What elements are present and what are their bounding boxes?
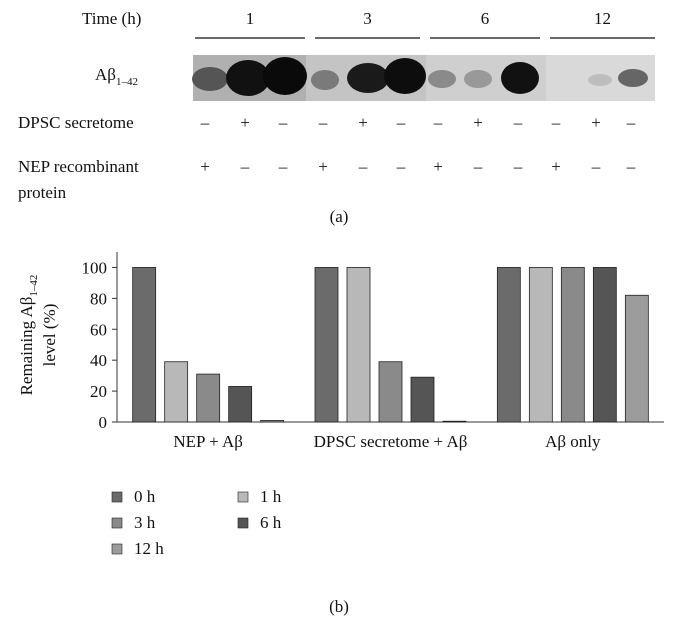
row-label: NEP recombinant xyxy=(18,157,139,176)
legend-label: 6 h xyxy=(260,513,282,532)
bar xyxy=(132,267,157,423)
sign: + xyxy=(240,113,250,132)
band-label: Aβ1–42 xyxy=(95,65,138,88)
bar xyxy=(346,267,371,423)
western-blot xyxy=(192,55,655,101)
bar xyxy=(442,420,467,423)
band-label-sub: 1–42 xyxy=(116,76,138,88)
time-label: Time (h) xyxy=(82,9,141,28)
sign: – xyxy=(278,157,288,176)
sign: – xyxy=(396,157,406,176)
bar xyxy=(592,267,617,423)
y-axis-label-sub: 1–42 xyxy=(28,275,40,297)
bar xyxy=(528,267,553,423)
y-tick-label: 100 xyxy=(82,258,108,277)
y-tick-label: 60 xyxy=(90,320,107,339)
legend-label: 12 h xyxy=(134,539,164,558)
sign: + xyxy=(200,157,210,176)
legend-swatch xyxy=(111,517,123,529)
bar xyxy=(164,361,189,423)
y-tick-label: 0 xyxy=(99,413,108,432)
time-value: 6 xyxy=(481,9,490,28)
sign: – xyxy=(626,157,636,176)
sign: – xyxy=(318,113,328,132)
time-value: 12 xyxy=(594,9,611,28)
legend-swatch xyxy=(237,517,249,529)
bar xyxy=(260,420,285,423)
sign: + xyxy=(433,157,443,176)
bar xyxy=(196,373,221,423)
caption: (a) xyxy=(330,207,349,226)
sign: – xyxy=(358,157,368,176)
sign: + xyxy=(358,113,368,132)
y-tick-label: 40 xyxy=(90,351,107,370)
y-axis-label: level (%) xyxy=(40,304,59,367)
legend-label: 1 h xyxy=(260,487,282,506)
legend-swatch xyxy=(111,491,123,503)
y-tick-label: 20 xyxy=(90,382,107,401)
sign: + xyxy=(551,157,561,176)
caption: (b) xyxy=(329,597,349,616)
sign: – xyxy=(513,113,523,132)
y-axis-label-text: Remaining Aβ xyxy=(17,297,36,396)
sign: + xyxy=(591,113,601,132)
sign: – xyxy=(200,113,210,132)
bar xyxy=(410,376,435,423)
row-label: protein xyxy=(18,183,67,202)
legend-label: 0 h xyxy=(134,487,156,506)
sign: – xyxy=(473,157,483,176)
y-tick-label: 80 xyxy=(90,289,107,308)
legend-swatch xyxy=(237,491,249,503)
bar xyxy=(624,294,649,423)
y-axis-label: Remaining Aβ1–42 xyxy=(17,275,40,396)
sign: + xyxy=(318,157,328,176)
bar xyxy=(314,267,339,423)
bar xyxy=(560,267,585,423)
sign: – xyxy=(551,113,561,132)
sign: – xyxy=(591,157,601,176)
bar xyxy=(228,386,253,423)
x-tick-label: DPSC secretome + Aβ xyxy=(314,432,468,451)
sign: – xyxy=(396,113,406,132)
row-label: DPSC secretome xyxy=(18,113,134,132)
legend-label: 3 h xyxy=(134,513,156,532)
sign: – xyxy=(626,113,636,132)
sign: – xyxy=(278,113,288,132)
sign: – xyxy=(513,157,523,176)
legend-swatch xyxy=(111,543,123,555)
time-value: 1 xyxy=(246,9,255,28)
sign: – xyxy=(240,157,250,176)
bar xyxy=(378,361,403,423)
band-label-text: Aβ xyxy=(95,65,116,84)
x-tick-label: NEP + Aβ xyxy=(173,432,243,451)
time-value: 3 xyxy=(363,9,372,28)
bar xyxy=(496,267,521,423)
sign: + xyxy=(473,113,483,132)
sign: – xyxy=(433,113,443,132)
x-tick-label: Aβ only xyxy=(545,432,601,451)
